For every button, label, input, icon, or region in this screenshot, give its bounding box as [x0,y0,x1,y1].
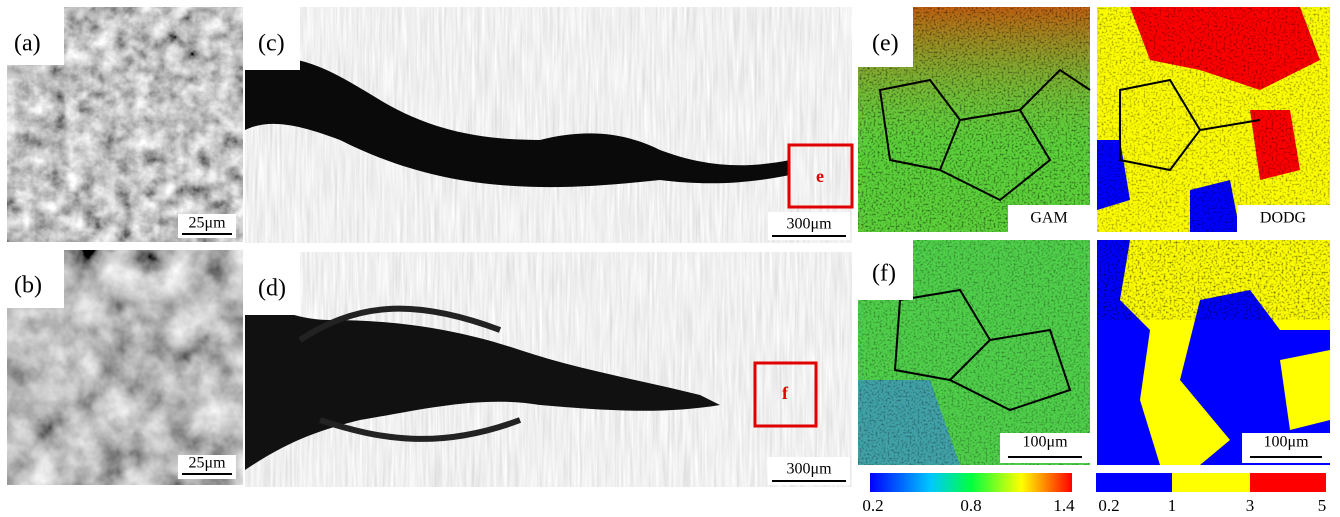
scale-bar-label: 100μm [1022,434,1068,451]
panel-label: (f) [872,261,896,287]
panel-label: (d) [258,276,286,302]
scale-bar-label: 25μm [188,215,226,232]
colorbar-gam: 0.2 0.8 1.4 [862,473,1075,515]
scale-bar-label: 100μm [1263,434,1309,451]
map-label: DODG [1260,210,1307,227]
panel-label: (e) [872,31,899,57]
panel-d: (d) f 300μm [245,252,852,487]
panel-label: (a) [14,31,41,57]
figure: (a) 25μm (b) 25μm (c) e 300μm (d) f 300μ… [0,0,1340,517]
panel-label: (c) [258,31,285,57]
colorbar-tick: 1.4 [1053,496,1075,515]
panel-e: (e) GAM DODG [858,7,1330,232]
scale-bar-label: 300μm [786,461,832,478]
inset-label: f [782,383,789,403]
inset-label: e [816,166,824,186]
panel-a: (a) 25μm [7,7,243,242]
page: {"panels": [ {"label": "(a)", "scale_bar… [0,0,1340,517]
panel-c: (c) e 300μm [245,7,852,243]
colorbar-tick: 1 [1168,496,1177,515]
scale-bar-label: 25μm [188,455,226,472]
colorbar-dodg: 0.2 1 3 5 [1096,473,1326,515]
scale-bar-label: 300μm [786,216,832,233]
colorbar-tick: 0.2 [1098,496,1119,515]
colorbar-tick: 3 [1246,496,1255,515]
colorbar-tick: 0.8 [960,496,981,515]
panel-b: (b) 25μm [7,250,243,485]
colorbar-tick: 5 [1318,496,1327,515]
colorbar-tick: 0.2 [862,496,883,515]
map-label: GAM [1030,210,1067,227]
panel-f: (f) 100μm 100μm [858,240,1330,465]
panel-label: (b) [14,273,42,299]
